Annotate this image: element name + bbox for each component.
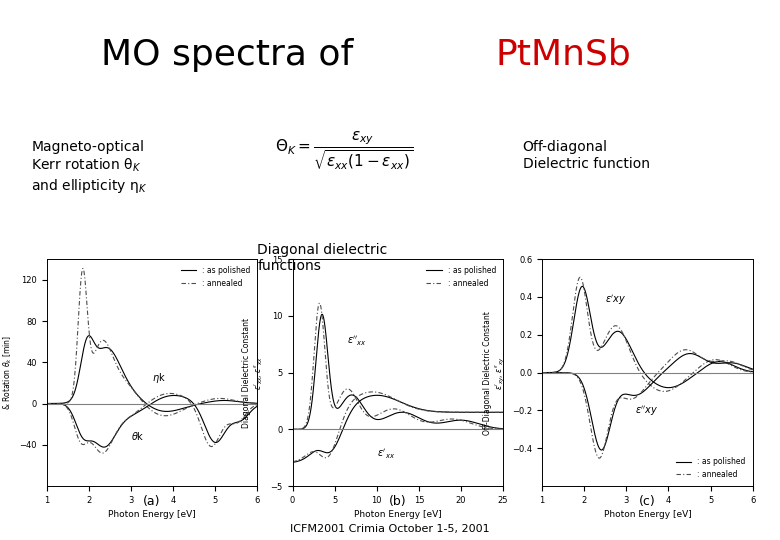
Text: Off-diagonal
Dielectric function: Off-diagonal Dielectric function	[523, 140, 650, 171]
Text: Magneto-optical
Kerr rotation θ$_{K}$
and ellipticity η$_{K}$: Magneto-optical Kerr rotation θ$_{K}$ an…	[31, 140, 147, 195]
Text: ICFM2001 Crimia October 1-5, 2001: ICFM2001 Crimia October 1-5, 2001	[290, 524, 490, 534]
Text: $\Theta_K = \dfrac{\varepsilon_{xy}}{\sqrt{\varepsilon_{xx}(1-\varepsilon_{xx})}: $\Theta_K = \dfrac{\varepsilon_{xy}}{\sq…	[275, 130, 413, 172]
Text: MO spectra of: MO spectra of	[101, 38, 365, 72]
Text: (c): (c)	[639, 495, 656, 508]
Text: $\varepsilon''_{xx}$: $\varepsilon''_{xx}$	[347, 335, 367, 348]
X-axis label: Photon Energy [eV]: Photon Energy [eV]	[354, 510, 441, 519]
Text: (b): (b)	[389, 495, 406, 508]
Text: $\eta$k: $\eta$k	[152, 371, 166, 385]
X-axis label: Photon Energy [eV]: Photon Energy [eV]	[604, 510, 691, 519]
Legend: : as polished, : annealed: : as polished, : annealed	[424, 263, 499, 291]
Legend: : as polished, : annealed: : as polished, : annealed	[178, 263, 254, 291]
Text: Diagonal dielectric
functions: Diagonal dielectric functions	[257, 243, 388, 273]
Text: $\theta$k: $\theta$k	[131, 430, 144, 442]
X-axis label: Photon Energy [eV]: Photon Energy [eV]	[108, 510, 196, 519]
Text: (a): (a)	[144, 495, 161, 508]
Legend: : as polished, : annealed: : as polished, : annealed	[673, 454, 749, 482]
Y-axis label: Diagonal Dielectric Constant
$\varepsilon'_{xx}$, $\varepsilon''_{xx}$: Diagonal Dielectric Constant $\varepsilo…	[242, 318, 265, 428]
Text: PtMnSb: PtMnSb	[495, 38, 631, 72]
Text: $\varepsilon'xy$: $\varepsilon'xy$	[605, 293, 627, 307]
Y-axis label: Kerr Ellipticity, $\eta_k$
& Rotation $\theta_k$ [min]: Kerr Ellipticity, $\eta_k$ & Rotation $\…	[0, 335, 14, 410]
Text: $\varepsilon''xy$: $\varepsilon''xy$	[635, 404, 658, 418]
Text: $\varepsilon'_{xx}$: $\varepsilon'_{xx}$	[377, 448, 395, 462]
Y-axis label: Off-Diagonal Dielectric Constant
$\varepsilon'_{xy}$, $\varepsilon''_{xy}$: Off-Diagonal Dielectric Constant $\varep…	[483, 310, 507, 435]
